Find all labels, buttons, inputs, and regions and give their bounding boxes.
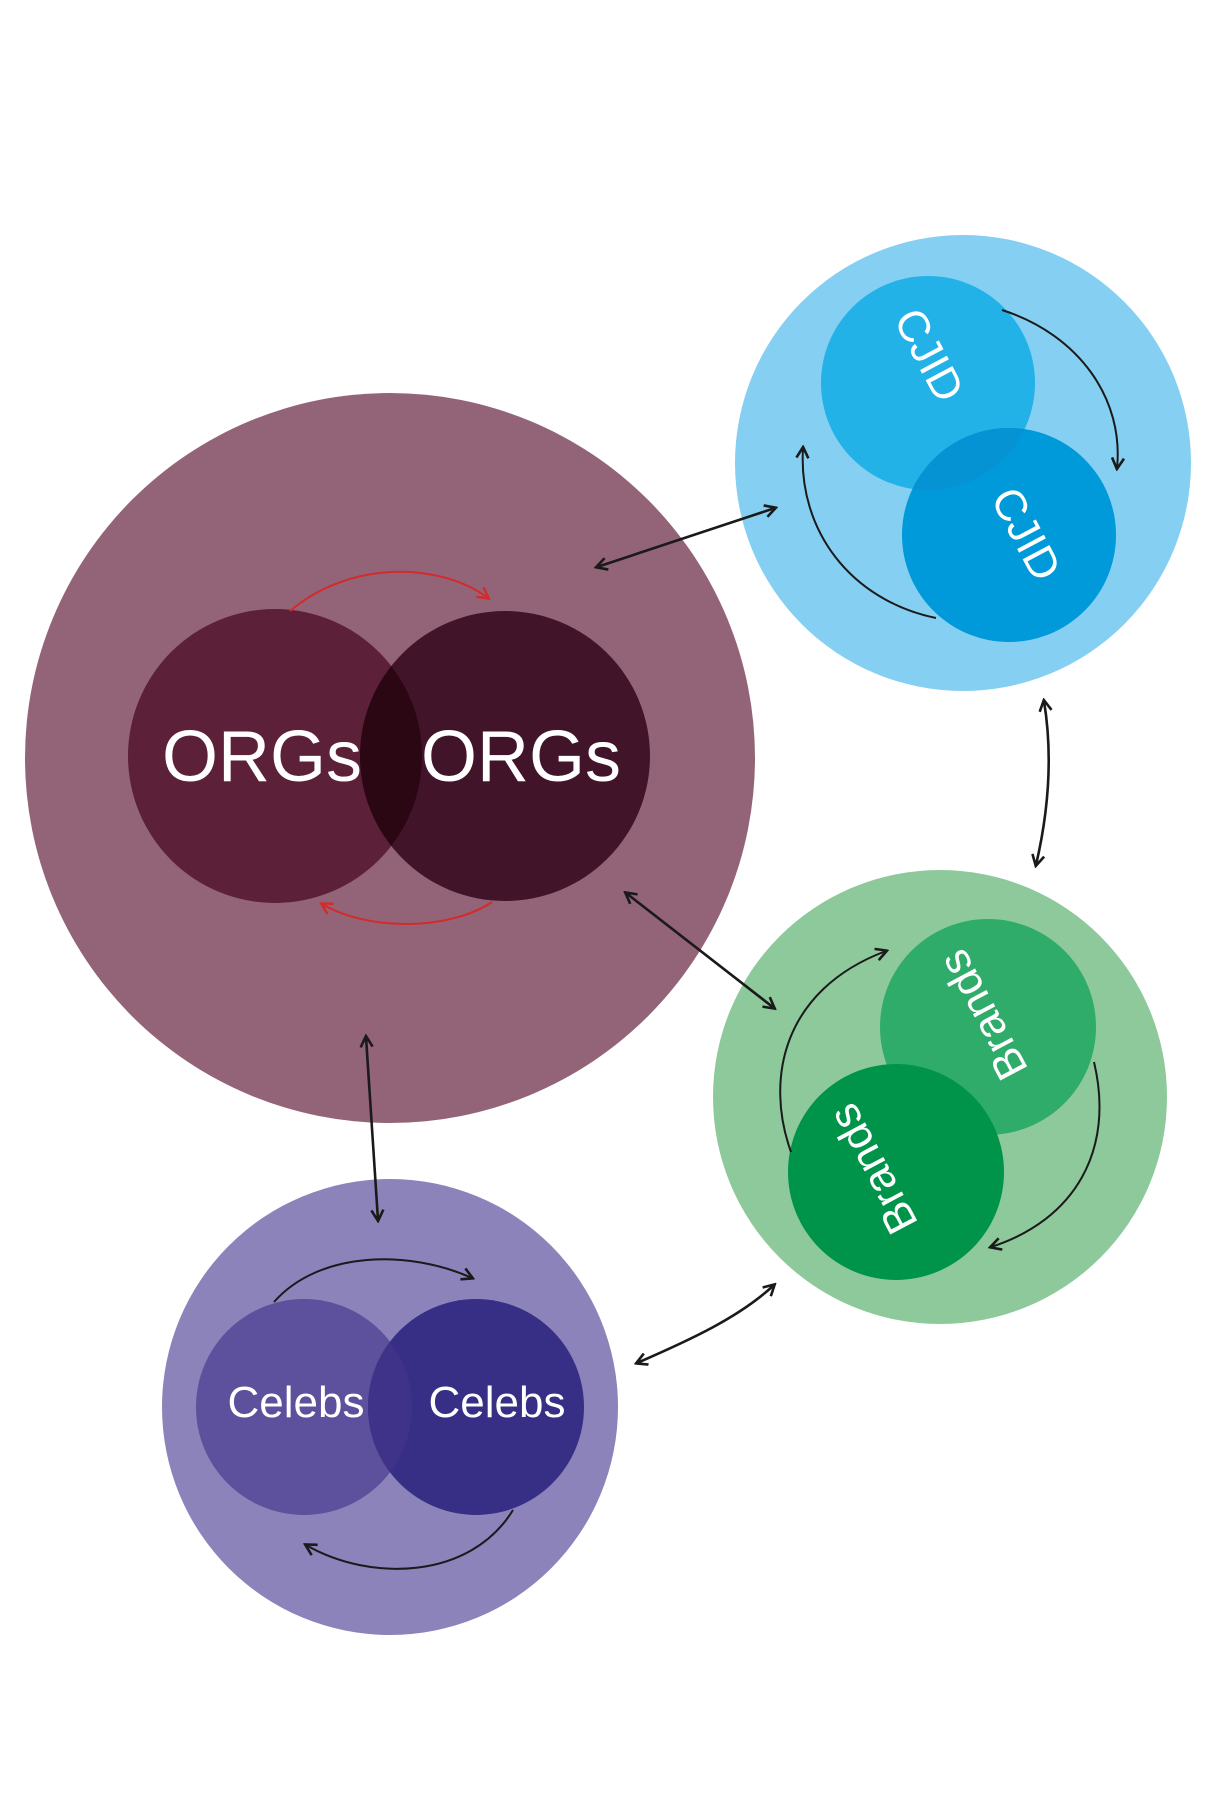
connector-cjid-brands [1036, 701, 1049, 865]
cjid-left-cycle-arrow [803, 448, 937, 619]
brands-right-cycle-arrow [991, 1061, 1101, 1247]
orgs-cluster: ORGs ORGs [25, 393, 755, 1123]
celebs-right-label: Celebs [429, 1378, 566, 1427]
orgs-right-label: ORGs [421, 717, 621, 797]
brands-cluster: Brands Brands [713, 870, 1167, 1324]
orgs-right-circle [360, 611, 650, 901]
connectors [366, 508, 1049, 1363]
celebs-cluster: Celebs Celebs [162, 1179, 618, 1635]
celebs-bottom-cycle-arrow [306, 1509, 514, 1570]
cjid-right-cycle-arrow [1001, 309, 1118, 468]
celebs-right-circle [368, 1299, 584, 1515]
celebs-left-circle [196, 1299, 412, 1515]
connector-orgs-brands [626, 893, 774, 1008]
connector-orgs-cjid [597, 508, 775, 567]
celebs-top-cycle-arrow [273, 1258, 472, 1303]
orgs-bottom-cycle-arrow [322, 901, 493, 925]
cjid-overlap [902, 428, 1035, 490]
orgs-top-cycle-arrow [289, 570, 488, 612]
connector-orgs-celebs [366, 1037, 378, 1220]
brands-left-cycle-arrow [779, 951, 886, 1153]
cjid-cluster: CJID CJID [735, 235, 1191, 691]
orgs-left-circle [128, 609, 422, 903]
celebs-left-label: Celebs [228, 1378, 365, 1427]
connector-celebs-brands [637, 1285, 774, 1363]
brands-bottom-circle [788, 1064, 1004, 1280]
orgs-left-label: ORGs [162, 717, 362, 797]
